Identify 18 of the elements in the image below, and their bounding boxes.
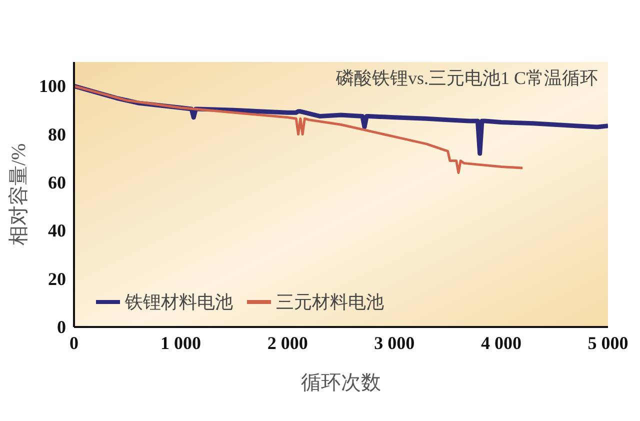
y-tick-label: 60 xyxy=(48,172,66,192)
chart-title: 磷酸铁锂vs.三元电池1 C常温循环 xyxy=(334,68,598,88)
y-tick-label: 80 xyxy=(48,124,66,144)
x-tick-label: 0 xyxy=(70,333,78,353)
x-tick-label: 2 000 xyxy=(267,333,308,353)
x-tick-label: 1 000 xyxy=(160,333,202,353)
y-tick-label: 20 xyxy=(48,268,66,289)
y-tick-label: 40 xyxy=(48,220,66,241)
y-tick-label: 0 xyxy=(57,317,66,337)
legend-label: 三元材料电池 xyxy=(276,291,384,314)
x-axis-title: 循环次数 xyxy=(301,372,381,394)
y-tick-label: 100 xyxy=(39,76,66,96)
x-tick-label: 5 000 xyxy=(588,333,628,353)
line-series xyxy=(74,84,524,174)
y-axis-title: 相对容量/% xyxy=(8,143,30,246)
x-tick-label: 3 000 xyxy=(374,333,415,353)
x-tick-label: 4 000 xyxy=(480,333,522,353)
legend-label: 铁锂材料电池 xyxy=(125,291,233,314)
